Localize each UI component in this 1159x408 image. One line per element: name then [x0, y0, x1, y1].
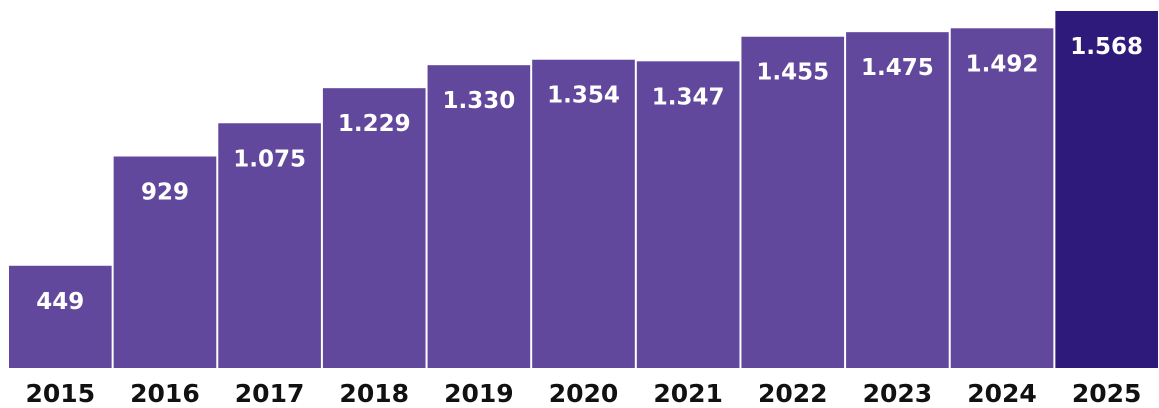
bar-value-label-2015: 449 [36, 289, 84, 315]
bar-2023 [846, 32, 949, 369]
bar-value-label-2017: 1.075 [233, 146, 306, 172]
bar-2017 [218, 123, 321, 368]
bar-value-label-2019: 1.330 [442, 88, 515, 114]
bars-layer [9, 11, 1158, 369]
bar-2025 [1055, 11, 1158, 368]
x-tick-label-2020: 2020 [549, 379, 619, 408]
x-tick-label-2023: 2023 [863, 379, 933, 408]
bar-value-label-2016: 929 [141, 179, 189, 205]
x-tick-label-2021: 2021 [653, 379, 723, 408]
bar-2019 [427, 65, 531, 368]
x-tick-label-2018: 2018 [339, 379, 409, 408]
bar-value-label-2023: 1.475 [861, 55, 934, 81]
bar-2016 [113, 156, 217, 368]
bar-labels-layer: 449 929 1.075 1.229 1.330 1.354 1.347 1.455 1.47… [36, 34, 1143, 315]
bar-value-label-2022: 1.455 [756, 60, 829, 86]
bar-value-label-2025: 1.568 [1070, 34, 1143, 60]
bar-2021 [636, 61, 740, 368]
x-tick-label-2019: 2019 [444, 379, 514, 408]
bar-2024 [950, 28, 1054, 369]
x-tick-label-2024: 2024 [967, 379, 1037, 408]
x-tick-label-2016: 2016 [130, 379, 200, 408]
bar-value-label-2018: 1.229 [338, 111, 411, 137]
x-tick-label-2022: 2022 [758, 379, 828, 408]
bar-value-label-2024: 1.492 [966, 51, 1039, 77]
x-tick-label-2025: 2025 [1072, 379, 1142, 408]
bar-value-label-2021: 1.347 [652, 84, 725, 110]
bar-value-label-2020: 1.354 [547, 83, 620, 109]
x-tick-label-2015: 2015 [26, 379, 96, 408]
bar-2022 [741, 36, 845, 368]
bar-2020 [532, 59, 635, 368]
bar-2018 [322, 88, 426, 369]
x-tick-label-2017: 2017 [235, 379, 305, 408]
x-axis-ticks: 2015 2016 2017 2018 2019 2020 2021 2022 2023 2024… [26, 379, 1142, 408]
bar-2015 [9, 265, 112, 368]
